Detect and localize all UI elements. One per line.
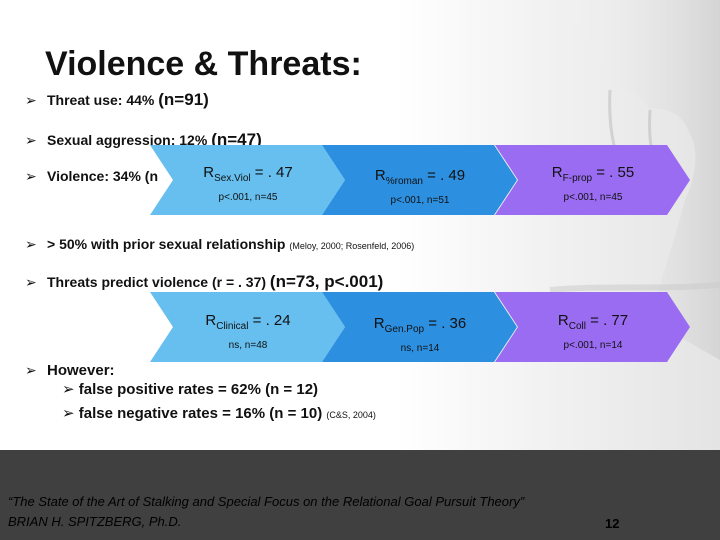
arrow-bullet-icon: ➢ bbox=[25, 168, 37, 184]
stat-roman: p<.001, n=51 bbox=[390, 195, 450, 206]
subbullet-false-negative: ➢ false negative rates = 16% (n = 10) (C… bbox=[62, 405, 376, 422]
bullet-text: Violence: 34% (n bbox=[47, 168, 159, 184]
arrow-bullet-icon: ➢ bbox=[25, 274, 37, 290]
stat-coll: p<.001, n=14 bbox=[563, 340, 623, 351]
chevron-fprop bbox=[495, 145, 690, 215]
chevron-genpop bbox=[322, 292, 517, 362]
stat-fprop: p<.001, n=45 bbox=[563, 192, 623, 203]
bullet-sexual-aggression: ➢ Sexual aggression: 12% (n=47) bbox=[25, 130, 262, 150]
bullet-text: Threats predict violence (r = . 37) bbox=[47, 274, 267, 290]
chevron-clinical bbox=[150, 292, 345, 362]
bullet-n: (n=91) bbox=[158, 90, 209, 109]
bullet-text: Threat use: 44% bbox=[47, 92, 155, 108]
bullet-threats-predict: ➢ Threats predict violence (r = . 37) (n=… bbox=[25, 272, 383, 292]
footer-author: BRIAN H. SPITZBERG, Ph.D. bbox=[8, 514, 182, 529]
label-sexviol: RSex.Viol = . 47 p<.001, n=45 bbox=[173, 152, 323, 212]
stat-genpop: ns, n=14 bbox=[400, 343, 440, 354]
label-coll: RColl = . 77 p<.001, n=14 bbox=[518, 300, 668, 360]
bullet-text: > 50% with prior sexual relationship bbox=[47, 236, 286, 252]
stat-clinical: ns, n=48 bbox=[228, 340, 268, 351]
bullet-text: However: bbox=[47, 362, 115, 379]
subbullet-citation: (C&S, 2004) bbox=[326, 410, 376, 420]
background-gradient bbox=[0, 0, 720, 450]
subbullet-false-positive: ➢ false positive rates = 62% (n = 12) bbox=[62, 381, 319, 398]
arrow-bullet-icon: ➢ bbox=[25, 132, 37, 148]
chevron-coll bbox=[495, 292, 690, 362]
bullet-text: Sexual aggression: 12% bbox=[47, 132, 208, 148]
label-roman: R%roman = . 49 p<.001, n=51 bbox=[345, 155, 495, 215]
bullet-threat-use: ➢ Threat use: 44% (n=91) bbox=[25, 90, 209, 110]
chevron-sexviol bbox=[150, 145, 345, 215]
label-genpop: RGen.Pop = . 36 ns, n=14 bbox=[345, 303, 495, 363]
bullet-n: (n=47) bbox=[211, 130, 262, 149]
arrow-bullet-icon: ➢ bbox=[62, 381, 79, 398]
chevron-roman bbox=[322, 145, 517, 215]
bullet-violence: ➢ Violence: 34% (n bbox=[25, 168, 158, 185]
arrow-bullet-icon: ➢ bbox=[25, 362, 37, 378]
stat-sexviol: p<.001, n=45 bbox=[218, 192, 278, 203]
footer-quote: “The State of the Art of Stalking and Sp… bbox=[8, 494, 525, 509]
bullet-prior-relationship: ➢ > 50% with prior sexual relationship (M… bbox=[25, 236, 414, 253]
label-clinical: RClinical = . 24 ns, n=48 bbox=[173, 300, 323, 360]
bullet-n: (n=73, p<.001) bbox=[269, 272, 384, 291]
arrow-bullet-icon: ➢ bbox=[62, 405, 79, 422]
arrow-bullet-icon: ➢ bbox=[25, 92, 37, 108]
page-number: 12 bbox=[605, 516, 620, 531]
footer-bar: “The State of the Art of Stalking and Sp… bbox=[0, 450, 720, 540]
bullet-citation: (Meloy, 2000; Rosenfeld, 2006) bbox=[289, 241, 415, 251]
bullet-however: ➢ However: bbox=[25, 362, 115, 379]
arrow-bullet-icon: ➢ bbox=[25, 236, 37, 252]
slide-title: Violence & Threats: bbox=[45, 45, 362, 83]
label-fprop: RF-prop = . 55 p<.001, n=45 bbox=[518, 152, 668, 212]
